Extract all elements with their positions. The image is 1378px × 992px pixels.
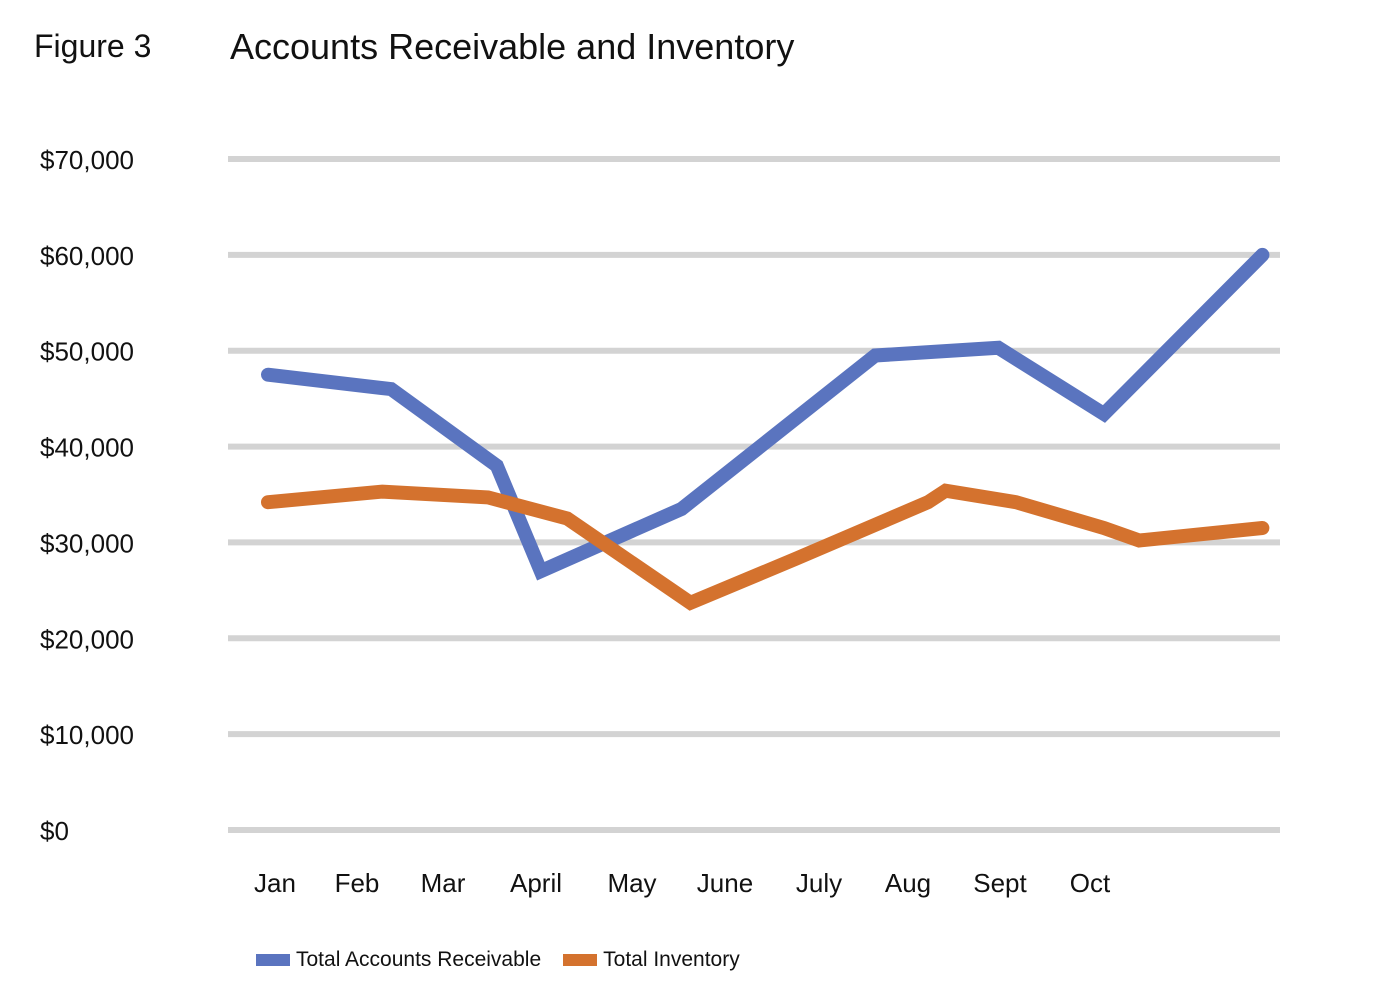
gridlines [228,156,1280,833]
legend-item-inventory: Total Inventory [563,948,740,972]
x-tick-label: Oct [1070,868,1111,898]
chart-title: Accounts Receivable and Inventory [230,26,795,67]
legend: Total Accounts Receivable Total Inventor… [256,948,762,972]
x-tick-label: Mar [421,868,466,898]
x-tick-label: June [697,868,753,898]
y-axis-tick-labels: $0 $10,000 $20,000 $30,000 $40,000 $50,000 $60… [40,145,134,846]
legend-item-accounts-receivable: Total Accounts Receivable [256,948,541,972]
y-tick-label: $10,000 [40,720,134,750]
y-tick-label: $60,000 [40,241,134,271]
x-tick-label: Aug [885,868,931,898]
x-axis-tick-labels: Jan Feb Mar April May June July Aug Sept Oct [254,868,1111,898]
y-tick-label: $50,000 [40,337,134,367]
x-tick-label: Sept [973,868,1027,898]
x-tick-label: July [796,868,842,898]
series-lines [261,247,1270,611]
series-line-accounts-receivable [261,247,1270,581]
legend-swatch-inventory [563,954,598,966]
y-tick-label: $70,000 [40,145,134,175]
series-line-inventory [261,483,1270,611]
legend-swatch-accounts-receivable [256,954,290,966]
y-tick-label: $20,000 [40,624,134,654]
y-tick-label: $40,000 [40,433,134,463]
legend-label-inventory: Total Inventory [603,948,740,971]
x-tick-label: Feb [335,868,380,898]
x-tick-label: April [510,868,562,898]
figure-label: Figure 3 [34,28,152,64]
legend-label-accounts-receivable: Total Accounts Receivable [296,948,542,971]
y-tick-label: $30,000 [40,528,134,558]
x-tick-label: May [607,868,656,898]
line-chart: $0 $10,000 $20,000 $30,000 $40,000 $50,000 $60… [40,145,1280,898]
y-tick-label: $0 [40,816,69,846]
x-tick-label: Jan [254,868,296,898]
